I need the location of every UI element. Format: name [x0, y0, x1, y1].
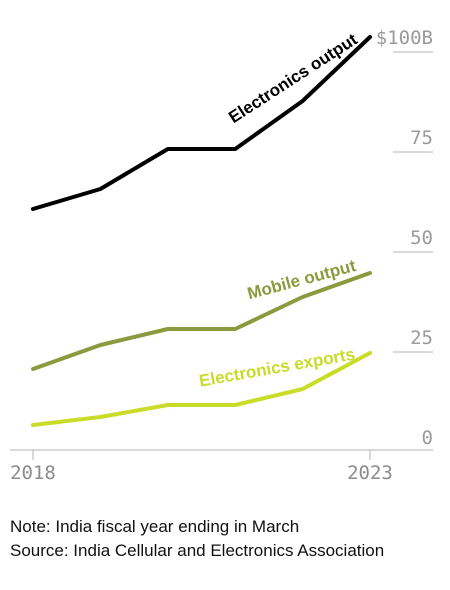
y-gridlines: 0 25 50 75 $100B	[376, 27, 433, 449]
y-tick-label: 0	[422, 427, 433, 449]
y-tick-label: 75	[410, 127, 433, 149]
series-line	[31, 271, 372, 371]
chart: 0 25 50 75 $100B 2018 2023 Electronics output…	[10, 27, 433, 484]
y-tick-label: $100B	[376, 27, 433, 49]
source-text: Source: India Cellular and Electronics A…	[10, 541, 385, 560]
chart-notes: Note: India fiscal year ending in March …	[10, 515, 440, 563]
series-label: Electronics output	[225, 30, 361, 127]
series-line	[31, 35, 372, 211]
y-tick-label: 25	[410, 327, 433, 349]
series-line	[31, 351, 372, 427]
series-lines	[31, 35, 372, 427]
series-label: Electronics exports	[198, 345, 357, 391]
x-tick-label: 2023	[347, 462, 393, 484]
note-text: Note: India fiscal year ending in March	[10, 517, 300, 536]
y-tick-label: 50	[410, 227, 433, 249]
x-tick-label: 2018	[10, 462, 56, 484]
x-axis: 2018 2023	[10, 449, 433, 484]
